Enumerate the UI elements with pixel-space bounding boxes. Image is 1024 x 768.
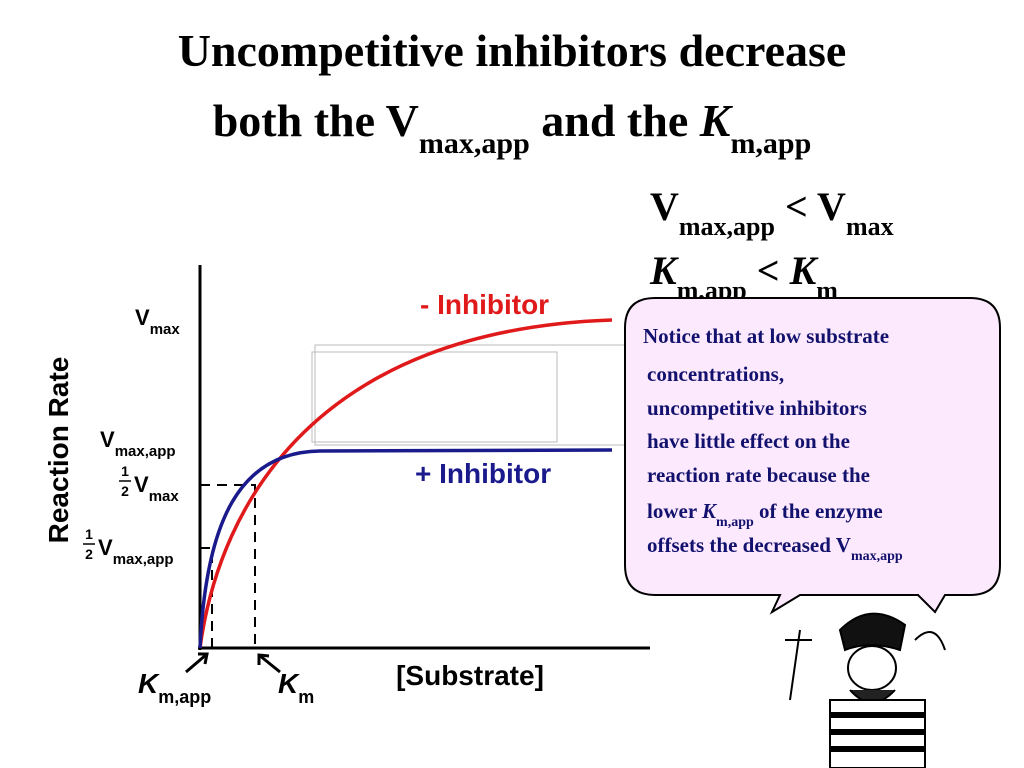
subscript: m,app <box>158 687 211 707</box>
text: K <box>138 668 160 699</box>
text: reaction rate because the <box>647 463 870 487</box>
text: K <box>278 668 300 699</box>
callout-line: offsets the decreased Vmax,app <box>647 533 903 564</box>
subscript: m,app <box>730 127 811 160</box>
fraction-numerator: 1 <box>121 463 129 479</box>
text: concentrations, <box>647 362 784 386</box>
dashed-guide <box>200 484 256 648</box>
text: V <box>135 305 150 330</box>
frame <box>314 344 646 446</box>
subscript: max <box>149 488 180 505</box>
vmax-label: Vmax <box>135 305 180 338</box>
curve-inhibitor <box>198 448 613 649</box>
fraction-numerator: 1 <box>85 526 93 542</box>
minus-inhibitor-label: - Inhibitor <box>420 289 549 320</box>
text: K <box>699 95 734 146</box>
subscript: max,app <box>679 212 775 241</box>
pirate-cartoon <box>785 612 946 768</box>
callout: Notice that at low substrate concentratio… <box>624 297 1001 615</box>
text: K <box>701 499 718 523</box>
relation-vmax: Vmax,app < Vmax <box>650 184 894 241</box>
subscript: max,app <box>113 551 174 568</box>
subscript: max <box>846 212 894 241</box>
callout-line: Notice that at low substrate <box>643 324 889 348</box>
subscript: max,app <box>419 127 530 160</box>
text: K <box>789 248 819 293</box>
callout-line: uncompetitive inhibitors <box>647 396 867 420</box>
text: max,app <box>851 549 903 564</box>
fraction-denominator: 2 <box>121 483 129 499</box>
km-label: Km <box>278 668 314 707</box>
subscript: max,app <box>115 443 176 460</box>
text: V <box>100 427 115 452</box>
half-vmax-app-label: Vmax,app <box>98 535 174 568</box>
text: lower <box>647 499 702 523</box>
graph: Reaction Rate [Substrate] Vmax Vmax,app … <box>43 265 650 707</box>
callout-line: reaction rate because the <box>647 463 870 487</box>
x-axis-label: [Substrate] <box>396 660 544 691</box>
vmax-app-label: Vmax,app <box>100 427 176 460</box>
subscript: m <box>298 687 314 707</box>
plus-inhibitor-label: + Inhibitor <box>415 458 551 489</box>
arrow <box>257 653 281 674</box>
text: < <box>747 248 790 293</box>
arrow <box>185 652 209 674</box>
title-line2: both the Vmax,app and the Km,app <box>213 95 812 160</box>
half-vmax-label: Vmax <box>134 472 179 505</box>
text: V <box>650 184 679 229</box>
relation-km: Km,app < Km <box>649 248 838 305</box>
title-line1: Uncompetitive inhibitors decrease <box>178 25 847 76</box>
callout-line: concentrations, <box>647 362 784 386</box>
text: V <box>98 535 113 560</box>
text: both the V <box>213 95 419 146</box>
text: have little effect on the <box>647 429 850 453</box>
callout-line: lower Km,app of the enzyme <box>647 499 883 530</box>
text: uncompetitive inhibitors <box>647 396 867 420</box>
subscript: max <box>150 321 181 338</box>
text: V <box>134 472 149 497</box>
km-app-label: Km,app <box>138 668 211 707</box>
text: of the enzyme <box>754 499 883 523</box>
text: Notice that at low substrate <box>643 324 889 348</box>
speech-bubble <box>624 297 1001 615</box>
callout-text: Notice that at low substrate concentratio… <box>643 324 903 564</box>
text: offsets the decreased V <box>647 533 851 557</box>
text: m,app <box>716 515 754 530</box>
dashed-guide <box>200 547 213 648</box>
fraction-denominator: 2 <box>85 546 93 562</box>
curve-no-inhibitor <box>198 318 613 649</box>
text: and the <box>530 95 700 146</box>
text: < V <box>775 184 846 229</box>
text: K <box>649 248 679 293</box>
callout-line: have little effect on the <box>647 429 850 453</box>
y-axis-label: Reaction Rate <box>43 357 74 544</box>
